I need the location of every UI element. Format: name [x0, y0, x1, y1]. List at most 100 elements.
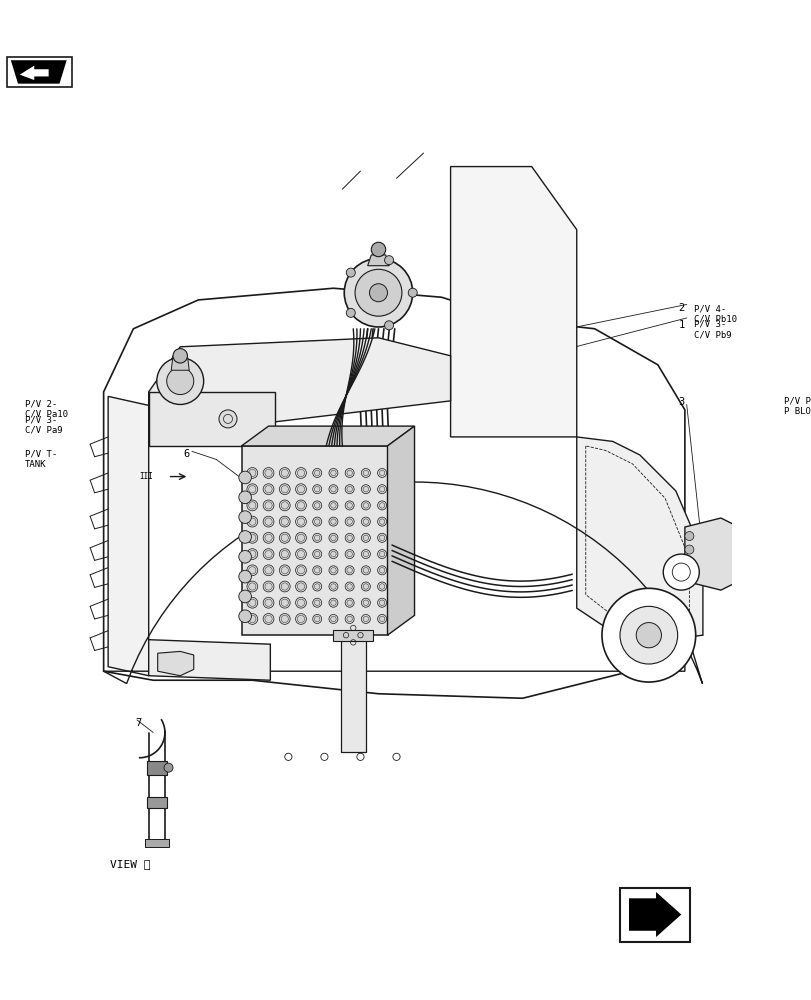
- Circle shape: [377, 501, 386, 510]
- Circle shape: [263, 565, 273, 576]
- Text: 1: 1: [678, 320, 684, 330]
- Circle shape: [345, 598, 354, 607]
- Polygon shape: [620, 888, 689, 942]
- Circle shape: [312, 614, 321, 623]
- Circle shape: [361, 533, 370, 542]
- Circle shape: [345, 268, 355, 277]
- Polygon shape: [387, 426, 414, 635]
- Circle shape: [173, 349, 187, 363]
- Circle shape: [295, 500, 306, 511]
- Circle shape: [361, 501, 370, 510]
- Circle shape: [328, 468, 337, 477]
- Circle shape: [328, 485, 337, 494]
- Circle shape: [345, 566, 354, 575]
- Polygon shape: [341, 635, 366, 752]
- Text: Pb9: Pb9: [245, 505, 259, 514]
- Circle shape: [345, 468, 354, 477]
- Circle shape: [295, 484, 306, 495]
- Text: P/V P-
P BLOCK: P/V P- P BLOCK: [783, 396, 811, 416]
- Circle shape: [279, 532, 290, 543]
- Circle shape: [328, 517, 337, 526]
- Circle shape: [279, 597, 290, 608]
- Circle shape: [377, 582, 386, 591]
- Circle shape: [247, 516, 257, 527]
- Polygon shape: [148, 640, 270, 680]
- Circle shape: [247, 581, 257, 592]
- Polygon shape: [148, 338, 450, 437]
- Circle shape: [328, 582, 337, 591]
- Circle shape: [247, 597, 257, 608]
- Circle shape: [312, 582, 321, 591]
- Circle shape: [384, 256, 393, 265]
- Polygon shape: [7, 57, 72, 87]
- Circle shape: [361, 517, 370, 526]
- Circle shape: [247, 468, 257, 478]
- Circle shape: [345, 517, 354, 526]
- Circle shape: [295, 581, 306, 592]
- Circle shape: [279, 516, 290, 527]
- Circle shape: [295, 614, 306, 624]
- Circle shape: [345, 550, 354, 559]
- Circle shape: [295, 516, 306, 527]
- Circle shape: [377, 614, 386, 623]
- Circle shape: [361, 598, 370, 607]
- Circle shape: [247, 484, 257, 495]
- Circle shape: [279, 581, 290, 592]
- Circle shape: [684, 532, 693, 541]
- Circle shape: [345, 308, 355, 317]
- Text: Pb10: Pb10: [245, 495, 264, 504]
- Text: P/V 2-
C/V Pa10: P/V 2- C/V Pa10: [25, 399, 68, 418]
- Circle shape: [312, 566, 321, 575]
- Circle shape: [312, 517, 321, 526]
- Circle shape: [328, 550, 337, 559]
- Polygon shape: [147, 797, 166, 808]
- Circle shape: [295, 468, 306, 478]
- Circle shape: [157, 358, 204, 404]
- Circle shape: [345, 582, 354, 591]
- Text: 6: 6: [182, 449, 189, 459]
- Circle shape: [369, 284, 387, 302]
- Text: P/V T-
TANK: P/V T- TANK: [25, 450, 58, 469]
- Circle shape: [312, 468, 321, 477]
- Text: P: P: [695, 558, 699, 564]
- Circle shape: [328, 614, 337, 623]
- Polygon shape: [171, 356, 189, 370]
- Circle shape: [377, 550, 386, 559]
- Polygon shape: [19, 66, 49, 80]
- Circle shape: [684, 559, 693, 568]
- Circle shape: [247, 532, 257, 543]
- Circle shape: [345, 614, 354, 623]
- Circle shape: [247, 614, 257, 624]
- Text: P/V 3-
C/V Pa9: P/V 3- C/V Pa9: [25, 415, 62, 435]
- Circle shape: [263, 500, 273, 511]
- Text: 2: 2: [678, 303, 684, 313]
- Circle shape: [238, 491, 251, 504]
- Circle shape: [684, 545, 693, 554]
- Text: 3: 3: [678, 397, 684, 407]
- Circle shape: [361, 468, 370, 477]
- Circle shape: [247, 500, 257, 511]
- Circle shape: [328, 598, 337, 607]
- Circle shape: [238, 471, 251, 484]
- Polygon shape: [11, 60, 67, 84]
- Circle shape: [238, 550, 251, 563]
- Circle shape: [345, 501, 354, 510]
- Text: P/V 4-
C/V Pb10: P/V 4- C/V Pb10: [693, 304, 736, 324]
- Circle shape: [238, 590, 251, 603]
- Polygon shape: [241, 426, 414, 446]
- Circle shape: [263, 532, 273, 543]
- Circle shape: [620, 606, 677, 664]
- Circle shape: [295, 597, 306, 608]
- Circle shape: [377, 485, 386, 494]
- Circle shape: [238, 511, 251, 523]
- Polygon shape: [108, 396, 148, 676]
- Polygon shape: [148, 392, 274, 446]
- Circle shape: [377, 598, 386, 607]
- Circle shape: [263, 614, 273, 624]
- Circle shape: [377, 517, 386, 526]
- Circle shape: [361, 582, 370, 591]
- Circle shape: [279, 614, 290, 624]
- Polygon shape: [684, 518, 738, 590]
- Circle shape: [354, 269, 401, 316]
- Circle shape: [279, 500, 290, 511]
